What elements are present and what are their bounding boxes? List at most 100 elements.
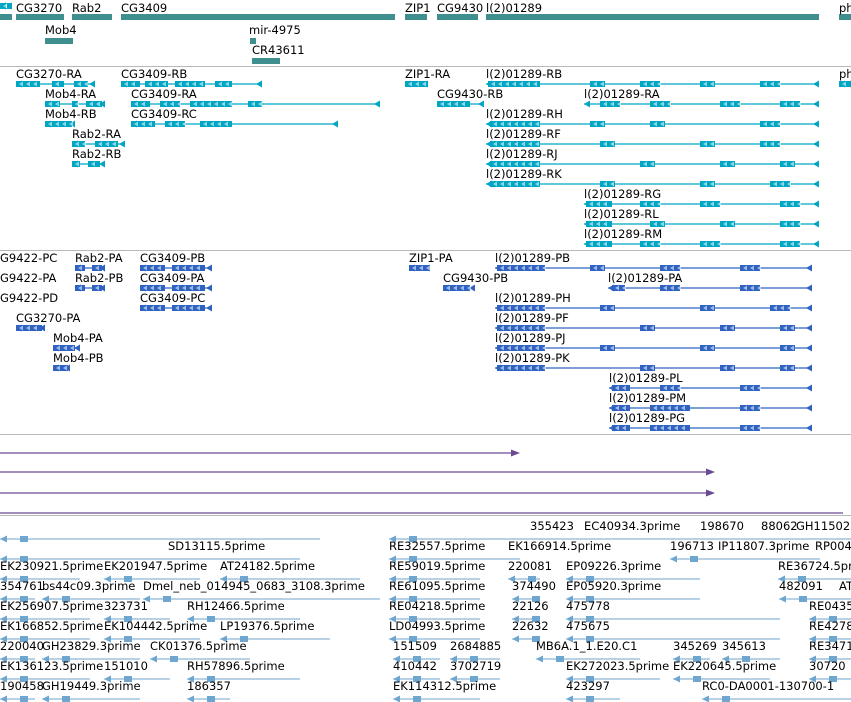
- est-label[interactable]: EK104442.5prime: [104, 619, 207, 633]
- alignment-arrow[interactable]: [0, 468, 715, 476]
- exon-block[interactable]: [45, 101, 60, 107]
- gene-feature[interactable]: ph: [839, 1, 851, 20]
- protein-feature[interactable]: l(2)01289-PB: [495, 251, 812, 272]
- est-label[interactable]: EK114312.5prime: [393, 679, 496, 693]
- est-label[interactable]: RE3471: [809, 639, 851, 653]
- transcript-label[interactable]: ph: [839, 67, 851, 81]
- exon-block[interactable]: [437, 101, 470, 107]
- protein-label[interactable]: CG3409-PC: [140, 291, 205, 305]
- gene-feature[interactable]: l(2)01289: [486, 1, 819, 20]
- protein-feature[interactable]: CG3409-PB: [140, 251, 212, 272]
- est-label[interactable]: GH23829.3prime: [42, 639, 141, 653]
- exon-block[interactable]: [700, 181, 715, 187]
- est-alignment[interactable]: [104, 575, 200, 583]
- exon-block[interactable]: [172, 305, 205, 311]
- protein-label[interactable]: l(2)01289-PJ: [495, 331, 566, 345]
- est-alignment[interactable]: [722, 655, 780, 663]
- protein-feature[interactable]: Rab2-PA: [75, 251, 123, 272]
- est-alignment[interactable]: [220, 575, 360, 583]
- exon-block[interactable]: [700, 141, 715, 147]
- est-label[interactable]: RP004: [815, 539, 851, 553]
- est-alignment[interactable]: [143, 595, 380, 603]
- est-alignment[interactable]: [42, 595, 140, 603]
- est-label[interactable]: 354761: [0, 579, 44, 593]
- protein-label[interactable]: CG3409-PB: [140, 251, 205, 265]
- exon-block[interactable]: [780, 325, 795, 331]
- gene-label[interactable]: CG9430: [437, 1, 483, 15]
- exon-block[interactable]: [612, 385, 630, 391]
- est-label[interactable]: EP09226.3prime: [566, 559, 661, 573]
- gene-label[interactable]: CR43611: [252, 43, 305, 57]
- protein-feature[interactable]: ZIP1-PA: [409, 251, 453, 272]
- est-label[interactable]: EK230921.5prime: [0, 559, 103, 573]
- exon-block[interactable]: [600, 345, 615, 351]
- gene-bar[interactable]: [121, 14, 395, 20]
- est-label[interactable]: 190458: [0, 679, 44, 693]
- est-label[interactable]: IP11807.3prime: [718, 539, 809, 553]
- transcript-label[interactable]: l(2)01289-RK: [486, 167, 562, 181]
- est-alignment[interactable]: [0, 655, 35, 663]
- exon-block[interactable]: [590, 121, 605, 127]
- protein-label[interactable]: G9422-PA: [0, 271, 57, 285]
- est-alignment[interactable]: [393, 655, 440, 663]
- exon-block[interactable]: [175, 81, 205, 87]
- est-label[interactable]: RE04218.5prime: [389, 599, 485, 613]
- exon-block[interactable]: [590, 81, 605, 87]
- protein-feature[interactable]: l(2)01289-PH: [495, 291, 812, 312]
- est-label[interactable]: EK166852.5prime: [0, 619, 103, 633]
- protein-feature[interactable]: Mob4-PB: [53, 351, 104, 372]
- est-label[interactable]: EC40934.3prime: [584, 519, 680, 533]
- exon-block[interactable]: [121, 81, 140, 87]
- protein-label[interactable]: l(2)01289-PH: [495, 291, 571, 305]
- gene-feature[interactable]: CR43611: [252, 43, 305, 64]
- est-label[interactable]: EK136123.5prime: [0, 659, 103, 673]
- protein-label[interactable]: l(2)01289-PK: [495, 351, 570, 365]
- gene-feature[interactable]: CG3409: [121, 1, 395, 20]
- protein-label[interactable]: l(2)01289-PM: [609, 391, 686, 405]
- gene-label[interactable]: CG3409: [121, 1, 167, 15]
- est-alignment[interactable]: [566, 675, 660, 683]
- est-label[interactable]: CK01376.5prime: [150, 639, 247, 653]
- exon-block[interactable]: [600, 181, 615, 187]
- est-alignment[interactable]: [566, 595, 700, 603]
- exon-block[interactable]: [780, 345, 795, 351]
- gene-label[interactable]: ph: [839, 1, 851, 15]
- est-alignment[interactable]: [0, 675, 90, 683]
- protein-label[interactable]: Rab2-PB: [75, 271, 123, 285]
- gene-bar[interactable]: [252, 58, 280, 64]
- est-label[interactable]: RC0-DA0001-130700-1: [702, 679, 834, 693]
- transcript-feature[interactable]: l(2)01289-RA: [584, 87, 819, 108]
- transcript-label[interactable]: l(2)01289-RM: [584, 227, 662, 241]
- est-label[interactable]: RE0435: [809, 599, 851, 613]
- exon-block[interactable]: [612, 405, 630, 411]
- est-alignment[interactable]: [0, 615, 90, 623]
- gene-label[interactable]: l(2)01289: [486, 1, 542, 15]
- gene-bar[interactable]: [839, 14, 851, 20]
- est-label[interactable]: EK272023.5prime: [566, 659, 669, 673]
- transcript-label[interactable]: l(2)01289-RF: [486, 127, 561, 141]
- est-label[interactable]: 151509: [393, 639, 437, 653]
- est-label[interactable]: 345613: [722, 639, 766, 653]
- est-label[interactable]: 22632: [512, 619, 549, 633]
- est-alignment[interactable]: [0, 595, 35, 603]
- gene-feature[interactable]: CG9430: [437, 1, 483, 20]
- protein-label[interactable]: Mob4-PA: [53, 331, 103, 345]
- protein-feature[interactable]: l(2)01289-PM: [609, 391, 812, 412]
- transcript-feature[interactable]: [0, 2, 7, 10]
- est-label[interactable]: RE32557.5prime: [389, 539, 485, 553]
- transcript-label[interactable]: CG3409-RB: [121, 67, 187, 81]
- gene-feature[interactable]: mir-4975: [249, 23, 301, 44]
- est-label[interactable]: Dmel_neb_014945_0683_3108.3prime: [143, 579, 365, 593]
- est-label[interactable]: GH11502: [796, 519, 850, 533]
- est-label[interactable]: 30720: [809, 659, 846, 673]
- protein-label[interactable]: l(2)01289-PB: [495, 251, 570, 265]
- exon-block[interactable]: [720, 161, 735, 167]
- exon-block[interactable]: [700, 305, 715, 311]
- est-label[interactable]: 220081: [508, 559, 552, 573]
- transcript-label[interactable]: l(2)01289-RL: [584, 207, 659, 221]
- est-label[interactable]: RE4278: [809, 619, 851, 633]
- exon-block[interactable]: [720, 221, 735, 227]
- est-alignment[interactable]: [673, 675, 770, 683]
- est-alignment[interactable]: [778, 575, 851, 583]
- protein-label[interactable]: l(2)01289-PA: [608, 271, 682, 285]
